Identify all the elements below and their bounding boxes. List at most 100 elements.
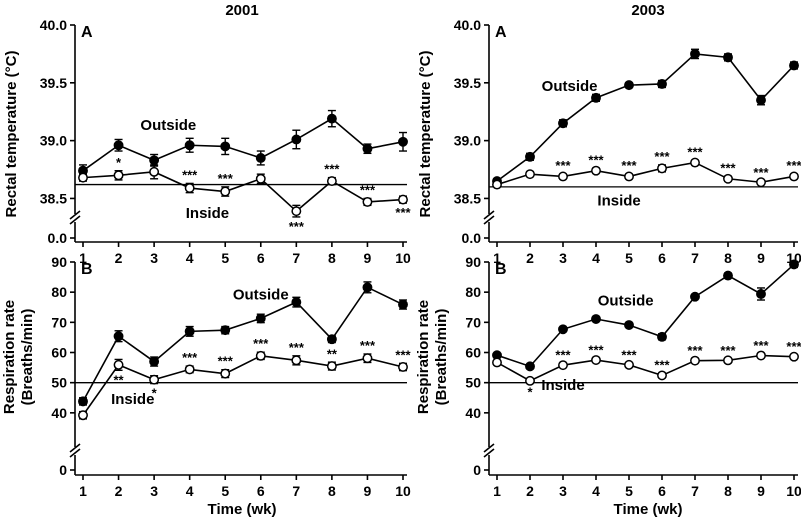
series-label-inside: Inside <box>541 377 584 394</box>
data-point-outside <box>558 118 568 129</box>
significance-label: *** <box>786 339 801 354</box>
series-label-inside: Inside <box>111 391 154 408</box>
x-tick-label: 9 <box>757 250 765 266</box>
data-point-outside <box>525 151 535 162</box>
data-point-inside <box>756 350 766 361</box>
series-inside: Inside <box>78 350 408 421</box>
series-label-outside: Outside <box>598 293 654 310</box>
y-tick-label: 90 <box>51 254 67 270</box>
y-tick-label: 0 <box>473 462 481 478</box>
data-point-outside <box>149 356 160 367</box>
x-tick-label: 4 <box>186 250 194 266</box>
y-tick-label: 80 <box>465 284 481 300</box>
series-inside: Inside <box>78 164 408 222</box>
y-tick-label: 40 <box>465 405 481 421</box>
data-point-outside <box>690 48 700 59</box>
x-tick-label: 3 <box>150 250 158 266</box>
data-point-inside <box>291 206 302 217</box>
y-tick-label: 40.0 <box>454 17 481 33</box>
data-point-inside <box>492 357 502 368</box>
y-tick-label: 50 <box>465 375 481 391</box>
significance-label: *** <box>182 350 198 365</box>
respiration-ylabel-2001: Respiration rate (Breaths/min) <box>1 300 36 414</box>
data-point-outside <box>220 141 231 152</box>
series-label-outside: Outside <box>542 78 598 95</box>
data-point-inside <box>326 176 337 187</box>
y-tick-label: 40 <box>51 405 67 421</box>
y-axis-break-mark <box>69 210 81 220</box>
x-tick-label: 9 <box>757 483 765 499</box>
x-tick-label: 2 <box>526 483 534 499</box>
y-tick-label: 0.0 <box>48 230 68 246</box>
significance-label: *** <box>395 205 411 220</box>
significance-label: *** <box>289 340 305 355</box>
series-inside: Inside <box>492 350 799 394</box>
temperature-ylabel-2003: Rectal temperature (°C) <box>417 51 434 218</box>
significance-label: *** <box>324 162 340 177</box>
data-point-inside <box>558 171 568 182</box>
significance-label: *** <box>687 343 703 358</box>
column-title-2001: 2001 <box>225 2 258 19</box>
x-tick-label: 7 <box>691 483 699 499</box>
significance-label: *** <box>786 158 801 173</box>
y-tick-label: 80 <box>51 284 67 300</box>
x-tick-label: 4 <box>186 483 194 499</box>
data-point-inside <box>525 169 535 180</box>
data-point-inside <box>591 355 601 365</box>
y-tick-label: 70 <box>51 314 67 330</box>
data-point-outside <box>591 92 601 103</box>
significance-label: *** <box>253 336 269 351</box>
data-point-inside <box>255 350 266 361</box>
data-point-inside <box>624 171 634 182</box>
panel-letter: A <box>81 24 93 41</box>
significance-label: *** <box>182 167 198 182</box>
x-tick-label: 8 <box>328 483 336 499</box>
x-tick-label: 2 <box>115 483 123 499</box>
y-tick-label: 60 <box>51 345 67 361</box>
temperature-ylabel-2001: Rectal temperature (°C) <box>3 51 20 218</box>
data-point-inside <box>756 177 766 188</box>
x-tick-label: 6 <box>658 250 666 266</box>
data-point-inside <box>220 368 231 379</box>
significance-label: *** <box>289 219 305 234</box>
data-point-outside <box>624 80 634 91</box>
series-label-inside: Inside <box>186 205 229 222</box>
y-axis-break-mark <box>483 210 495 220</box>
y-tick-label: 0.0 <box>462 230 482 246</box>
data-point-inside <box>78 172 88 183</box>
data-point-inside <box>591 165 601 176</box>
data-point-outside <box>723 270 733 281</box>
y-tick-label: 39.5 <box>454 75 481 91</box>
x-tick-label: 7 <box>292 250 300 266</box>
x-tick-label: 4 <box>592 483 600 499</box>
data-point-inside <box>657 163 667 174</box>
data-point-outside <box>398 136 408 147</box>
series-outside: Outside <box>492 259 799 372</box>
data-point-inside <box>690 355 700 366</box>
chart-panels: 0.038.539.039.540.01 2 3 4 5 6 7 8 9 10AOutsideIn… <box>40 17 801 499</box>
data-point-inside <box>558 360 568 371</box>
x-tick-label: 6 <box>257 250 265 266</box>
x-tick-label: 9 <box>364 483 372 499</box>
significance-label: *** <box>720 160 736 175</box>
series-line-inside <box>496 354 795 382</box>
data-point-outside <box>184 140 195 151</box>
data-point-inside <box>789 351 799 362</box>
series-outside: Outside <box>78 281 408 407</box>
significance-label: *** <box>555 348 571 363</box>
y-tick-label: 38.5 <box>454 190 481 206</box>
significance-label: *** <box>588 343 604 358</box>
series-line-inside <box>82 354 404 416</box>
y-axis-break-mark <box>69 215 81 225</box>
data-point-outside <box>113 140 124 151</box>
y-tick-label: 38.5 <box>40 190 67 206</box>
data-point-inside <box>149 166 160 177</box>
x-tick-label: 8 <box>724 483 732 499</box>
y-axis-break-mark <box>483 448 495 458</box>
x-tick-label: 8 <box>328 250 336 266</box>
x-tick-label: 4 <box>592 250 600 266</box>
series-line-outside <box>496 53 795 182</box>
x-tick-label: 2 <box>526 250 534 266</box>
data-point-inside <box>326 361 337 372</box>
